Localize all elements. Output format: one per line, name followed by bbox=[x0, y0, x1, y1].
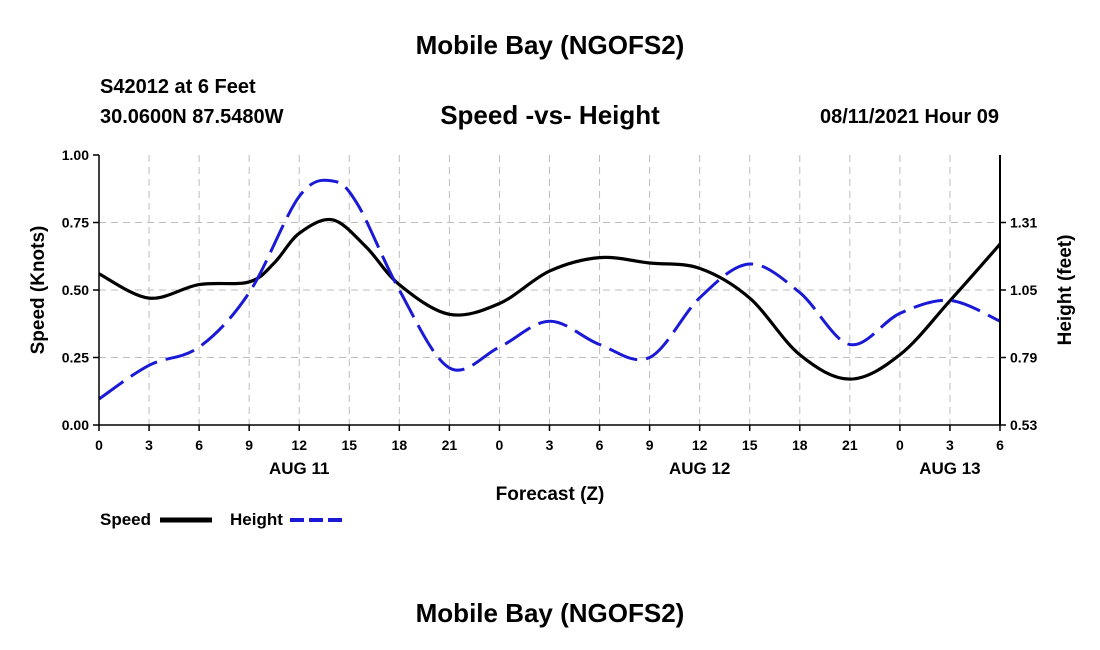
y-right-tick-label: 1.05 bbox=[1010, 282, 1037, 298]
x-tick-label: 21 bbox=[442, 437, 458, 453]
y-axis-right-label: Height (feet) bbox=[1055, 235, 1076, 346]
x-axis-label: Forecast (Z) bbox=[496, 484, 605, 505]
x-tick-label: 6 bbox=[596, 437, 604, 453]
y-left-tick-label: 1.00 bbox=[62, 147, 89, 163]
x-tick-label: 12 bbox=[692, 437, 708, 453]
y-left-tick-label: 0.75 bbox=[62, 215, 89, 231]
x-tick-label: 3 bbox=[145, 437, 153, 453]
x-tick-label: 15 bbox=[742, 437, 758, 453]
date-label: AUG 13 bbox=[919, 459, 980, 478]
chart-title: Mobile Bay (NGOFS2) bbox=[415, 30, 685, 60]
ticks: 0 3 6 9 12 15 18 21 0 3 6 9 12 15 18 21 0 3 6 AUG 11 AUG 12 A… bbox=[62, 147, 1038, 478]
chart-subtitle: Speed -vs- Height bbox=[440, 100, 660, 130]
y-axis-left-label: Speed (Knots) bbox=[28, 226, 49, 355]
x-tick-label: 12 bbox=[291, 437, 307, 453]
station-label: S42012 at 6 Feet bbox=[100, 76, 256, 98]
y-left-tick-label: 0.00 bbox=[62, 417, 89, 433]
coordinates-label: 30.0600N 87.5480W bbox=[100, 106, 284, 128]
y-left-tick-label: 0.50 bbox=[62, 282, 89, 298]
x-tick-label: 6 bbox=[996, 437, 1004, 453]
x-tick-label: 18 bbox=[392, 437, 408, 453]
x-tick-label: 0 bbox=[95, 437, 103, 453]
x-tick-label: 3 bbox=[546, 437, 554, 453]
x-tick-label: 6 bbox=[195, 437, 203, 453]
x-tick-label: 0 bbox=[496, 437, 504, 453]
x-tick-label: 9 bbox=[245, 437, 253, 453]
footer-title: Mobile Bay (NGOFS2) bbox=[415, 598, 685, 628]
y-right-tick-label: 0.53 bbox=[1010, 417, 1037, 433]
series-layer bbox=[98, 178, 1002, 401]
legend-speed-label: Speed bbox=[100, 510, 151, 529]
x-tick-label: 9 bbox=[646, 437, 654, 453]
x-tick-label: 21 bbox=[842, 437, 858, 453]
forecast-datetime: 08/11/2021 Hour 09 bbox=[819, 106, 999, 128]
legend: Speed Height bbox=[100, 510, 342, 529]
y-right-tick-label: 1.31 bbox=[1010, 215, 1037, 231]
y-left-tick-label: 0.25 bbox=[62, 350, 89, 366]
date-label: AUG 12 bbox=[669, 459, 730, 478]
legend-height-label: Height bbox=[230, 510, 283, 529]
x-tick-label: 0 bbox=[896, 437, 904, 453]
grid bbox=[99, 155, 1000, 425]
y-right-tick-label: 0.79 bbox=[1010, 350, 1037, 366]
height-series-line bbox=[98, 178, 1001, 401]
x-tick-label: 18 bbox=[792, 437, 808, 453]
x-tick-label: 15 bbox=[341, 437, 357, 453]
date-label: AUG 11 bbox=[269, 459, 329, 478]
x-tick-label: 3 bbox=[946, 437, 954, 453]
